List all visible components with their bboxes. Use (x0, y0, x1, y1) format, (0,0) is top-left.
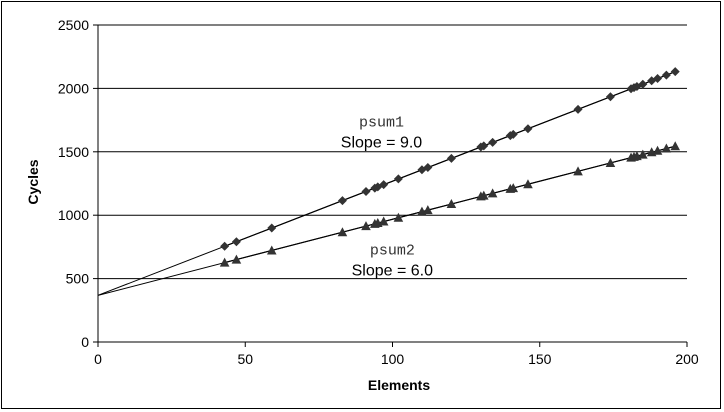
point-series-1-17 (523, 124, 533, 134)
x-axis-title: Elements (368, 377, 430, 393)
point-series-2-10 (423, 205, 433, 215)
point-series-1-18 (573, 104, 583, 114)
point-series-2-0 (219, 257, 230, 267)
point-series-2-13 (478, 190, 489, 200)
x-tick-label-0: 0 (94, 351, 102, 367)
data-points (219, 67, 681, 267)
point-series-1-7 (379, 180, 389, 190)
point-series-1-10 (423, 163, 433, 173)
y-tick-label-500: 500 (66, 271, 90, 287)
point-series-2-17 (523, 179, 533, 189)
point-series-2-27 (670, 141, 681, 151)
point-series-2-23 (638, 149, 648, 159)
tick-labels: 0 500 1000 1500 2000 2500 0 50 100 150 200 (58, 17, 699, 367)
point-series-1-8 (393, 174, 403, 184)
point-series-2-8 (393, 212, 404, 222)
point-series-1-16 (508, 129, 518, 139)
point-series-2-4 (361, 221, 371, 231)
point-series-2-14 (487, 188, 498, 198)
point-series-1-3 (337, 196, 347, 206)
point-series-1-0 (220, 241, 230, 251)
annotation-psum1-slope: Slope = 9.0 (341, 134, 423, 151)
point-series-2-16 (508, 183, 519, 193)
y-tick-label-1000: 1000 (58, 207, 89, 223)
point-series-1-11 (446, 153, 456, 163)
annotation-psum1-name: psum1 (359, 114, 404, 131)
point-series-2-2 (266, 245, 277, 255)
point-series-2-25 (652, 145, 663, 155)
point-series-2-3 (337, 227, 348, 237)
point-series-2-7 (378, 216, 389, 226)
annotation-psum2-slope: Slope = 6.0 (352, 262, 434, 279)
y-axis-title: Cycles (25, 159, 41, 204)
x-tick-label-200: 200 (675, 351, 699, 367)
x-tick-label-100: 100 (381, 351, 405, 367)
point-series-2-1 (231, 254, 242, 264)
annotation-psum2-name: psum2 (370, 242, 415, 259)
point-series-1-2 (267, 223, 277, 233)
point-series-2-18 (573, 166, 583, 176)
point-series-1-4 (361, 186, 371, 196)
y-tick-label-2000: 2000 (58, 80, 89, 96)
point-series-1-27 (670, 67, 680, 77)
point-series-1-23 (638, 79, 648, 89)
y-tick-label-1500: 1500 (58, 144, 89, 160)
point-series-1-13 (479, 141, 489, 151)
point-series-1-26 (661, 70, 671, 80)
gridlines (98, 24, 687, 280)
y-tick-label-0: 0 (81, 334, 89, 350)
point-series-2-26 (661, 143, 672, 153)
point-series-2-19 (605, 157, 616, 167)
point-series-2-11 (446, 199, 457, 209)
point-series-1-19 (605, 92, 615, 102)
axes (93, 24, 688, 347)
x-tick-label-150: 150 (528, 351, 552, 367)
point-series-1-1 (231, 237, 241, 247)
y-tick-label-2500: 2500 (58, 17, 89, 33)
point-series-1-14 (488, 137, 498, 147)
point-series-1-25 (653, 74, 663, 84)
x-tick-label-50: 50 (237, 351, 253, 367)
